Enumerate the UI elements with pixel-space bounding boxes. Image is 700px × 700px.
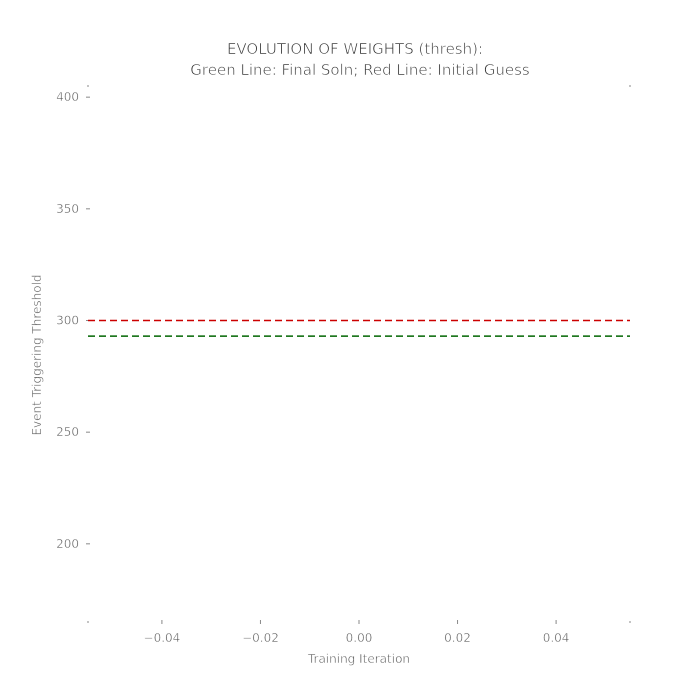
y-axis-label: Event Triggering Threshold — [30, 274, 44, 435]
x-tick-label: −0.04 — [144, 631, 181, 645]
y-tick-label: 400 — [56, 90, 79, 104]
y-tick-label: 250 — [56, 425, 79, 439]
plot-area — [87, 85, 631, 623]
series-lines — [88, 319, 630, 337]
chart-title-line2: Green Line: Final Soln; Red Line: Initia… — [190, 61, 530, 79]
x-axis-ticks: −0.04 −0.02 0.00 0.02 0.04 — [143, 620, 570, 645]
y-tick-label: 300 — [56, 314, 79, 328]
y-tick-label: 200 — [56, 537, 79, 551]
x-tick-label: 0.04 — [543, 631, 570, 645]
chart-title-line1: EVOLUTION OF WEIGHTS (thresh): — [227, 40, 483, 58]
x-tick-label: 0.02 — [444, 631, 471, 645]
y-axis-ticks: 200 250 300 350 400 — [56, 90, 90, 551]
y-tick-label: 350 — [56, 202, 79, 216]
x-tick-label: −0.02 — [242, 631, 279, 645]
x-tick-label: 0.00 — [346, 631, 373, 645]
x-axis-label: Training Iteration — [307, 652, 410, 666]
